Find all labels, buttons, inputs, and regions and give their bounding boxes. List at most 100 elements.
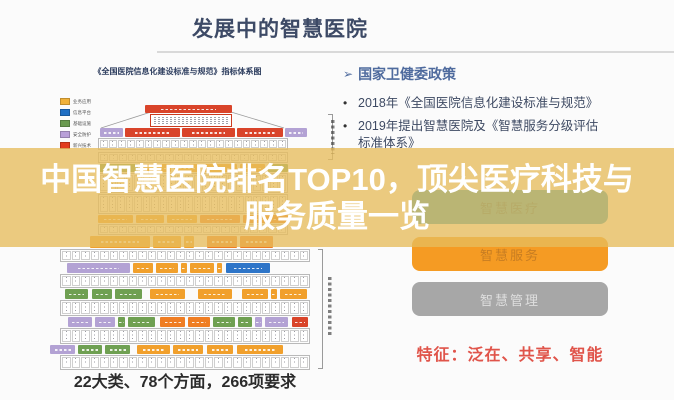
diagram-cell-row (60, 328, 310, 344)
diagram-header-box (237, 128, 283, 137)
diagram-cell (71, 302, 80, 314)
diagram-header-box (150, 289, 185, 299)
diagram-cell (71, 276, 80, 286)
diagram-header-box (271, 289, 277, 299)
diagram-cell (195, 357, 204, 368)
diagram-cell (138, 302, 147, 314)
diagram-cell (242, 140, 251, 148)
diagram-cell (117, 140, 126, 148)
diagram-cell (185, 302, 194, 314)
diagram-cell (135, 140, 144, 148)
diagram-header-box (238, 317, 252, 327)
diagram-cell (157, 302, 166, 314)
diagram-cell (280, 251, 289, 260)
diagram-header-box (188, 317, 210, 327)
diagram-cell (144, 140, 153, 148)
diagram-detail-line (154, 118, 228, 121)
diagram-cell (251, 140, 260, 148)
diagram-cell (242, 330, 251, 342)
diagram-cell (299, 276, 308, 286)
diagram-cell (271, 251, 280, 260)
diagram-cell (166, 302, 175, 314)
diagram-cell (100, 302, 109, 314)
diagram-cell (252, 302, 261, 314)
legend-item: 信息平台 (60, 107, 91, 118)
diagram-cell (223, 330, 232, 342)
diagram-header-box (145, 105, 232, 113)
diagram-header-box (156, 263, 178, 273)
diagram-cell (119, 251, 128, 260)
diagram-cell (204, 302, 213, 314)
diagram-cell (261, 276, 270, 286)
diagram-cell (242, 357, 251, 368)
diagram-cell (166, 357, 175, 368)
diagram-cell (166, 330, 175, 342)
diagram-cell (71, 251, 80, 260)
diagram-cell (62, 330, 71, 342)
diagram-header-box (100, 128, 123, 137)
diagram-cell (269, 140, 278, 148)
diagram-header-box (182, 128, 235, 137)
diagram-cell (280, 357, 289, 368)
diagram-cell (271, 357, 280, 368)
smart-management-label: 智慧管理 (479, 292, 540, 308)
diagram-cell (214, 276, 223, 286)
diagram-cell (214, 251, 223, 260)
diagram-cell (223, 357, 232, 368)
diagram-cell (81, 276, 90, 286)
diagram-cell (90, 357, 99, 368)
legend-item: 安全防护 (60, 129, 91, 140)
diagram-cell (185, 357, 194, 368)
diagram-cell (299, 330, 308, 342)
diagram-cell (261, 302, 270, 314)
diagram-cell (290, 357, 299, 368)
diagram-cell (109, 357, 118, 368)
diagram-cell (138, 357, 147, 368)
legend-swatch (60, 109, 70, 116)
diagram-cell (290, 251, 299, 260)
diagram-cell (128, 302, 137, 314)
diagram-cell (176, 302, 185, 314)
diagram-cell (252, 276, 261, 286)
diagram-cell (214, 357, 223, 368)
diagram-cell (224, 140, 233, 148)
diagram-side-label (328, 277, 332, 337)
page-title: 发展中的智慧医院 (192, 18, 368, 41)
diagram-cell (90, 330, 99, 342)
diagram-cell (299, 357, 308, 368)
diagram-cell (185, 330, 194, 342)
diagram-cell (185, 276, 194, 286)
diagram-cell (109, 251, 118, 260)
diagram-header-box (67, 263, 130, 273)
diagram-cell (214, 330, 223, 342)
diagram-cell (147, 276, 156, 286)
diagram-cell (119, 330, 128, 342)
diagram-cell (166, 251, 175, 260)
diagram-cell (233, 302, 242, 314)
diagram-caption: 22大类、78个方面，266项要求 (73, 374, 297, 391)
legend-label: 信息平台 (73, 110, 91, 115)
diagram-cell (138, 330, 147, 342)
legend-label: 安全防护 (73, 132, 91, 137)
headline-overlay: 中国智慧医院排名TOP10，顶尖医疗科技与 服务质量一览 (0, 148, 674, 247)
diagram-header-box (92, 289, 112, 299)
diagram-cell (290, 276, 299, 286)
diagram-cell (176, 330, 185, 342)
dot-bullet-icon: • (343, 119, 348, 133)
diagram-cell (90, 251, 99, 260)
diagram-cell (195, 276, 204, 286)
diagram-cell (62, 302, 71, 314)
diagram-cell (233, 140, 242, 148)
diagram-header-box (265, 317, 288, 327)
diagram-cell (81, 330, 90, 342)
diagram-cell (233, 251, 242, 260)
diagram-header-box (133, 263, 153, 273)
diagram-detail-box (150, 114, 232, 127)
diagram-bracket (318, 249, 323, 369)
diagram-cell (176, 251, 185, 260)
diagram-cell (109, 276, 118, 286)
diagram-cell (242, 302, 251, 314)
diagram-header-box (50, 345, 75, 354)
diagram-header-box (190, 263, 214, 273)
